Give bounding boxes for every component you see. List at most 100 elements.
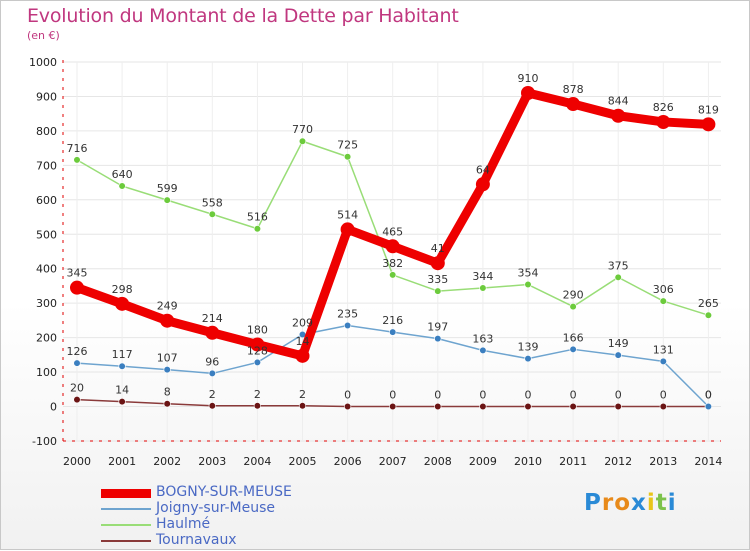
x-tick-label: 2004 [243, 455, 271, 468]
data-label: 0 [615, 389, 622, 402]
data-point [115, 296, 130, 311]
data-point [701, 117, 716, 132]
data-point [253, 225, 261, 233]
data-point [434, 335, 442, 343]
data-point [344, 402, 352, 411]
data-point [163, 196, 171, 204]
y-tick-label: -100 [32, 435, 57, 448]
x-tick-label: 2005 [289, 455, 317, 468]
legend-label: BOGNY-SUR-MEUSE [156, 484, 292, 500]
y-tick-label: 200 [36, 332, 57, 345]
data-label: 149 [608, 337, 629, 350]
data-point [659, 357, 667, 365]
data-point [389, 271, 397, 279]
data-label: 345 [67, 267, 88, 280]
data-point [344, 321, 352, 330]
legend-swatch [101, 540, 151, 542]
legend-label: Tournavaux [156, 532, 237, 548]
data-label: 290 [563, 289, 584, 302]
x-tick-label: 2001 [108, 455, 136, 468]
data-label: 0 [434, 389, 441, 402]
data-label: 216 [382, 314, 403, 327]
data-label: 306 [653, 283, 674, 296]
data-label: 96 [205, 355, 219, 368]
data-point [521, 86, 535, 101]
data-point [656, 114, 671, 129]
data-label: 2 [254, 388, 261, 401]
data-point [389, 328, 397, 336]
legend-swatch [101, 524, 151, 526]
data-point [298, 402, 307, 410]
data-label: 298 [112, 283, 133, 296]
chart-title: Evolution du Montant de la Dette par Hab… [27, 5, 459, 27]
x-tick-label: 2008 [424, 455, 452, 468]
data-label: 819 [698, 103, 719, 116]
data-label: 131 [653, 343, 674, 356]
y-tick-label: 1000 [29, 56, 57, 69]
data-point [73, 396, 81, 404]
data-label: 214 [202, 312, 223, 325]
data-point [295, 348, 310, 363]
data-point [253, 358, 261, 367]
data-point [163, 400, 171, 408]
legend-swatch [101, 488, 151, 498]
data-point [479, 346, 487, 354]
data-point [524, 280, 532, 289]
y-tick-label: 400 [36, 263, 57, 276]
y-tick-label: 600 [36, 194, 57, 207]
data-label: 465 [382, 225, 403, 238]
chart-unit: (en €) [27, 29, 60, 42]
data-label: 826 [653, 101, 674, 114]
data-label: 20 [70, 382, 84, 395]
data-label: 725 [337, 139, 358, 152]
data-label: 2 [299, 388, 306, 401]
data-label: 375 [608, 259, 629, 272]
x-tick-label: 2006 [334, 455, 362, 468]
data-label: 0 [479, 389, 486, 402]
data-label: 0 [570, 389, 577, 402]
data-label: 8 [164, 386, 171, 399]
data-label: 910 [518, 72, 539, 85]
data-point [566, 97, 581, 112]
x-tick-label: 2000 [63, 455, 91, 468]
data-point [479, 284, 487, 292]
x-tick-label: 2003 [198, 455, 226, 468]
data-point [614, 351, 622, 359]
logo-letter: i [646, 490, 656, 516]
y-tick-label: 500 [36, 228, 57, 241]
data-point [160, 313, 175, 328]
x-tick-label: 2007 [379, 455, 407, 468]
data-label: 163 [472, 332, 493, 345]
data-label: 335 [427, 273, 448, 286]
data-point [569, 302, 577, 311]
data-label: 180 [247, 323, 268, 336]
x-tick-label: 2012 [604, 455, 632, 468]
data-point [340, 222, 355, 237]
logo-letter: i [667, 490, 677, 516]
data-label: 0 [389, 389, 396, 402]
logo-letter: o [614, 490, 632, 516]
data-point [569, 402, 577, 411]
data-point [205, 325, 220, 340]
data-label: 2 [209, 388, 216, 401]
y-tick-label: 800 [36, 125, 57, 138]
legend-label: Haulmé [156, 516, 211, 532]
x-tick-label: 2010 [514, 455, 542, 468]
data-label: 235 [337, 308, 358, 321]
data-point [208, 402, 216, 410]
data-label: 107 [157, 352, 178, 365]
data-point [385, 239, 400, 254]
data-label: 558 [202, 196, 223, 209]
data-point [434, 402, 442, 411]
data-point [475, 177, 490, 192]
data-point [611, 108, 626, 123]
data-label: 139 [518, 341, 539, 354]
y-tick-label: 0 [50, 401, 57, 414]
data-point [704, 402, 713, 411]
data-point [479, 402, 487, 411]
data-label: 14 [296, 335, 310, 348]
data-label: 640 [112, 168, 133, 181]
proxiti-logo: Proxiti [584, 490, 677, 516]
